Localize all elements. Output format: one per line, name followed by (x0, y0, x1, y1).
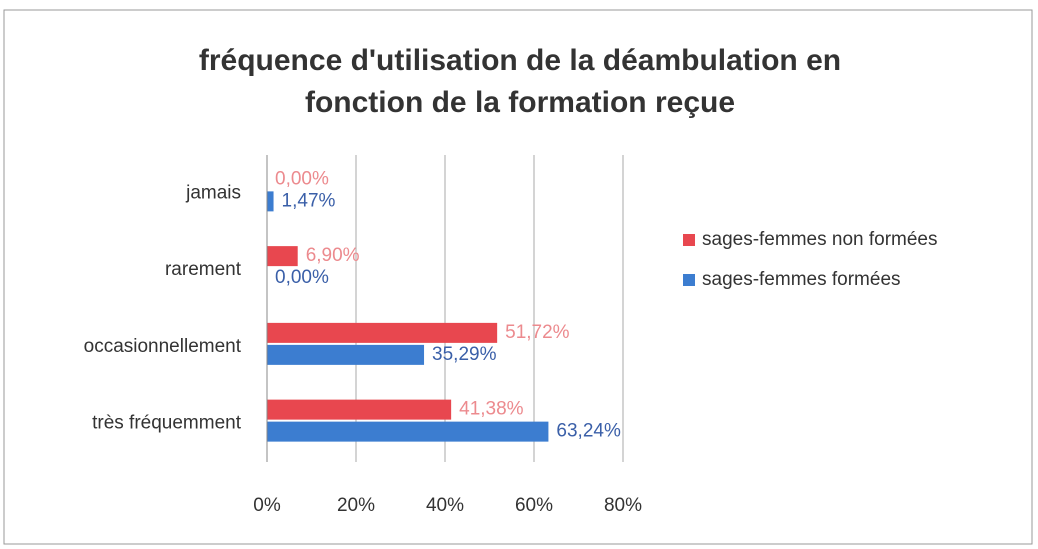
bar (267, 191, 274, 212)
x-tick-label: 20% (337, 495, 375, 516)
legend-label: sages-femmes non formées (702, 229, 938, 250)
value-label: 0,00% (275, 168, 329, 189)
bar (267, 322, 498, 343)
bar (267, 344, 425, 365)
legend-swatch (683, 234, 695, 246)
chart-title: fréquence d'utilisation de la déambulati… (198, 44, 842, 119)
legend-label: sages-femmes formées (702, 269, 901, 290)
bar (267, 399, 452, 420)
x-tick-label: 0% (253, 495, 281, 516)
value-label: 1,47% (282, 190, 336, 211)
value-label: 6,90% (306, 245, 360, 266)
y-tick-label: jamais (185, 182, 241, 203)
value-label: 41,38% (459, 399, 524, 420)
x-tick-label: 40% (426, 495, 464, 516)
value-label: 51,72% (505, 322, 570, 343)
x-tick-label: 60% (515, 495, 553, 516)
y-tick-label: occasionnellement (84, 336, 242, 357)
chart-border (3, 9, 1033, 545)
value-label: 63,24% (556, 421, 621, 442)
value-label: 0,00% (275, 267, 329, 288)
value-label: 35,29% (432, 344, 497, 365)
y-tick-label: rarement (165, 259, 242, 280)
bar (267, 246, 298, 267)
legend-swatch (683, 274, 695, 286)
bar (267, 421, 549, 442)
x-tick-label: 80% (604, 495, 642, 516)
y-tick-label: très fréquemment (92, 413, 242, 434)
